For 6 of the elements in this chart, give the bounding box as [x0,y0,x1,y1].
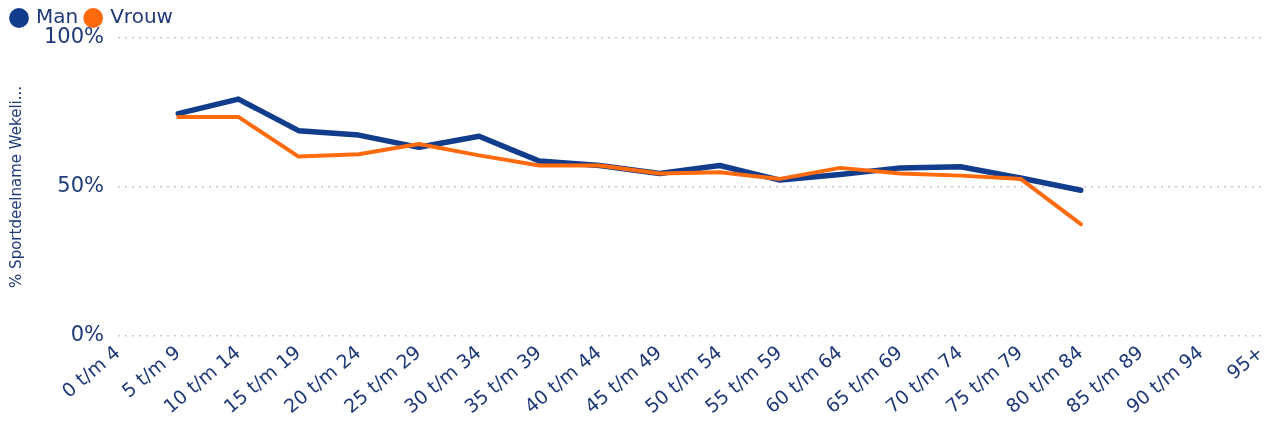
y-tick-label: 100% [43,24,105,49]
x-tick-label: 95+ [1222,340,1268,384]
y-tick-label: 0% [70,322,105,347]
y-tick-label: 50% [57,173,105,198]
y-axis-title: % Sportdeelname Wekeli... [6,85,25,288]
legend-label: Vrouw [110,4,173,29]
